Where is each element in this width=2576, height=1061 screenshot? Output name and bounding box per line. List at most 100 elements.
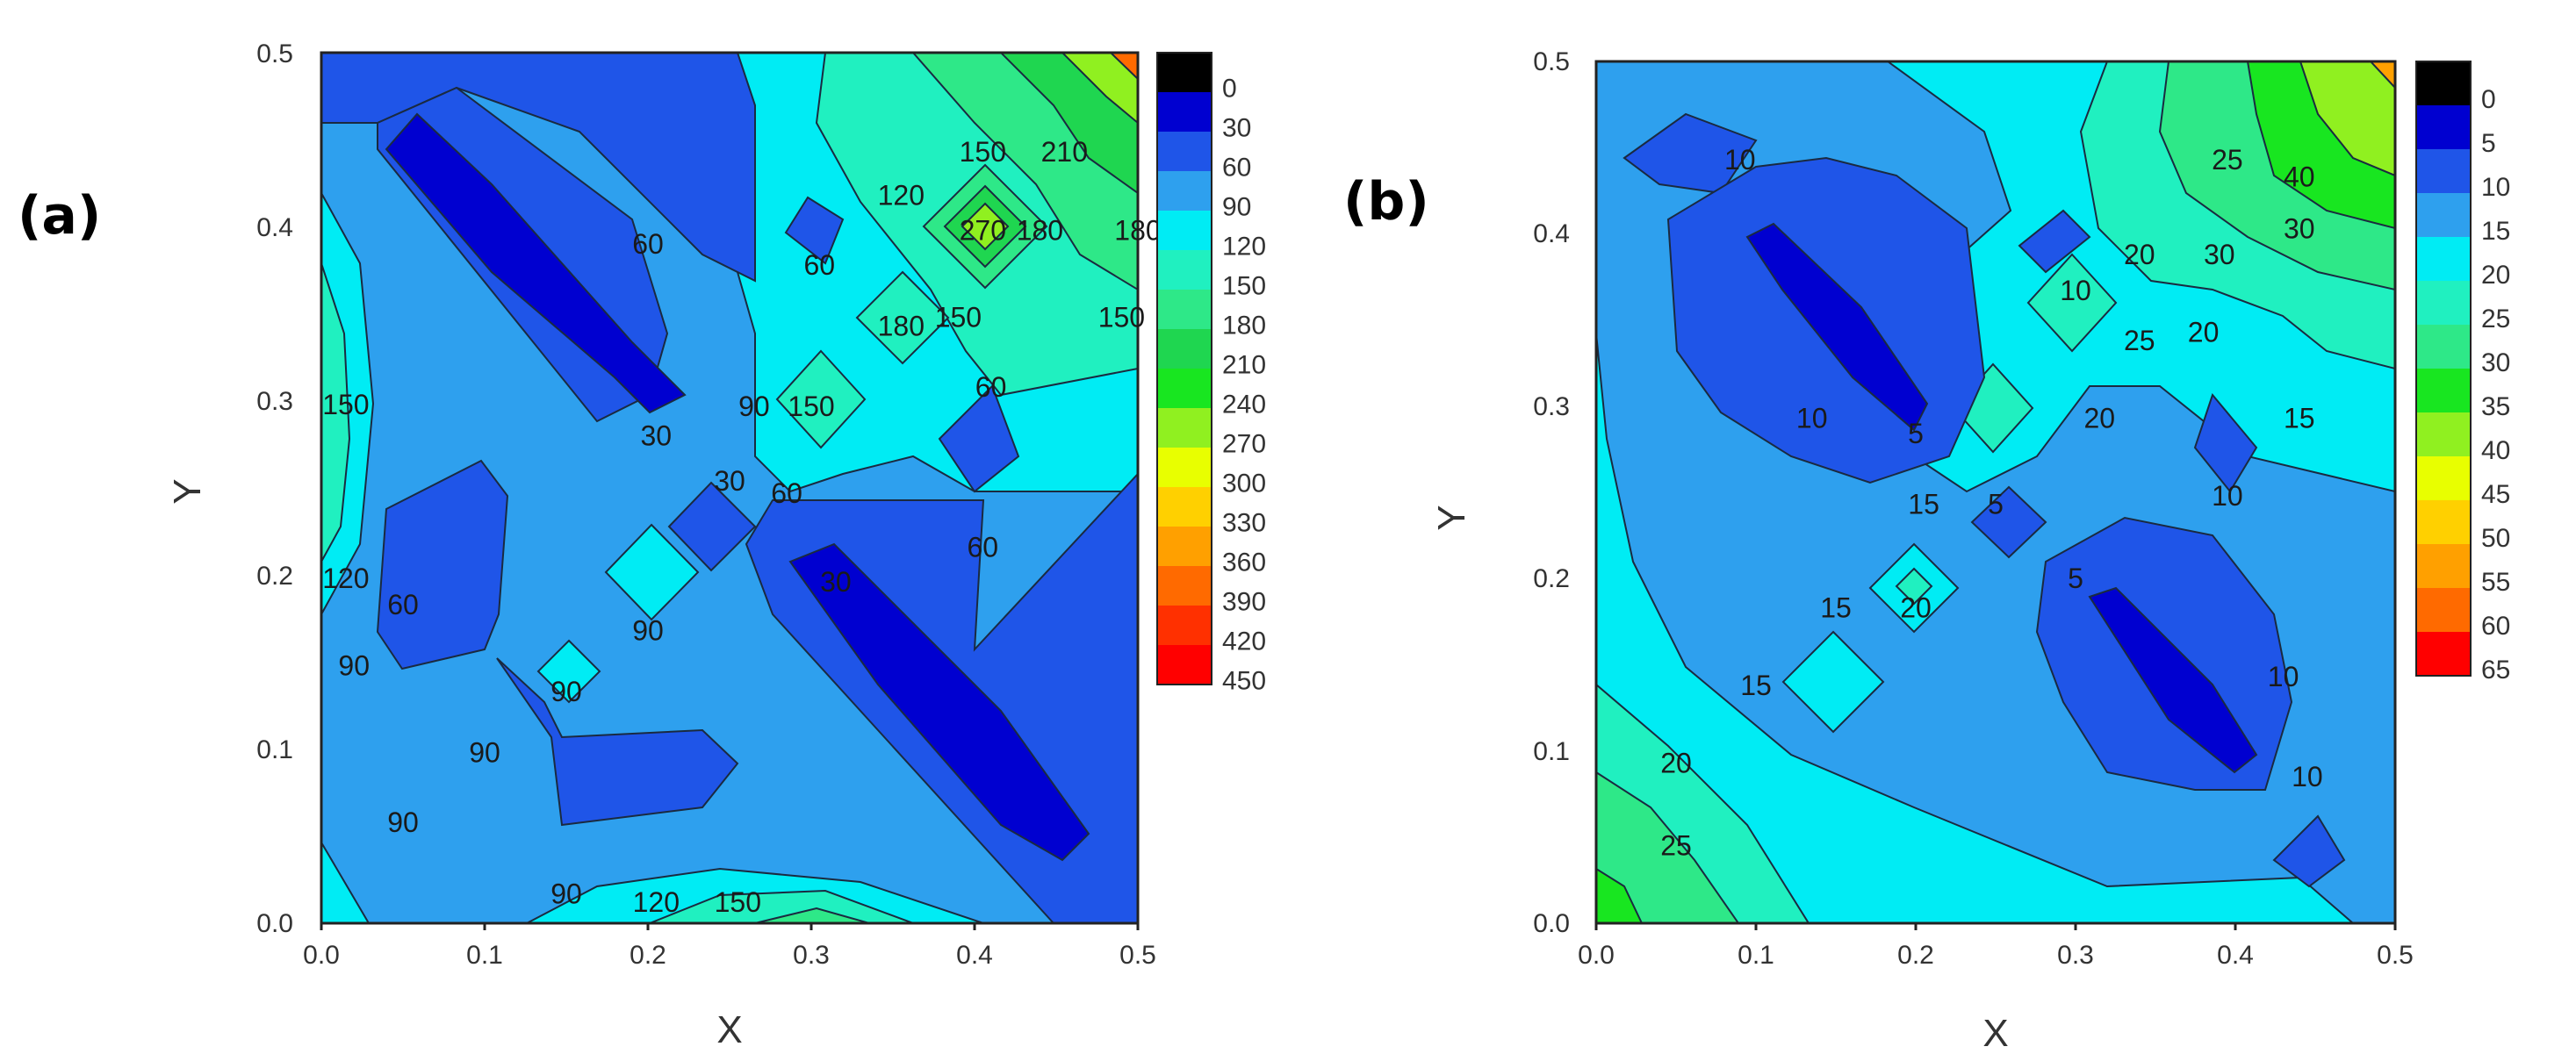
contour-region-30-60-left — [376, 459, 509, 670]
contour-region-30-60-top — [321, 53, 756, 283]
panel-b-colorbar: 0 5 10 15 20 25 30 35 40 45 50 55 60 65 — [2415, 61, 2510, 685]
contour-label: 30 — [714, 465, 745, 497]
contour-label: 150 — [1098, 302, 1145, 333]
colorbar-tick-label: 180 — [1222, 312, 1266, 341]
contour-bottom-25 — [1596, 771, 1740, 923]
contour-label: 60 — [968, 532, 999, 563]
contour-label: 60 — [804, 249, 836, 281]
y-tick-label: 0.0 — [1533, 909, 1570, 938]
colorbar-tick-label: 65 — [2481, 656, 2510, 685]
colorbar-swatch — [1157, 53, 1212, 93]
contour-label: 30 — [641, 420, 673, 452]
panel-a-contour-field — [321, 53, 1138, 923]
contour-left-150 — [321, 262, 351, 563]
x-tick-label: 0.0 — [303, 941, 340, 970]
panel-b-plot-area: 10 25 40 30 30 20 10 25 20 20 15 10 5 15 5 10 5 20 15 15 10 2… — [1594, 60, 2397, 925]
colorbar-tick-label: 30 — [2481, 348, 2510, 377]
contour-label: 90 — [387, 807, 419, 838]
colorbar-frame — [2415, 61, 2472, 677]
colorbar-swatch — [2416, 237, 2471, 282]
y-tick-label: 0.0 — [256, 909, 293, 938]
colorbar-swatch — [2416, 369, 2471, 413]
x-tick-label: 0.4 — [956, 941, 993, 970]
panel-a-label: (a) — [18, 185, 101, 247]
contour-label: 10 — [2292, 761, 2323, 792]
contour-trough-upper — [1745, 222, 1929, 432]
contour-label: 90 — [632, 615, 664, 647]
colorbar-tick-label: 30 — [1222, 114, 1251, 143]
contour-label: 210 — [1041, 136, 1088, 168]
contour-bottom-150 — [649, 889, 914, 923]
contour-diamond-150-b — [775, 349, 867, 449]
x-axis-title: X — [716, 1008, 742, 1051]
contour-trough-lower — [2088, 586, 2258, 774]
contour-bottom-left — [321, 841, 371, 923]
x-tick-label: 0.4 — [2217, 941, 2254, 970]
colorbar-tick-label: 0 — [1222, 75, 1237, 104]
contour-label: 180 — [878, 311, 925, 342]
contour-label: 15 — [1908, 489, 1939, 520]
colorbar-tick-label: 55 — [2481, 568, 2510, 597]
contour-label: 30 — [820, 566, 852, 598]
contour-label: 20 — [1900, 592, 1932, 624]
y-tick-label: 0.2 — [256, 562, 293, 591]
colorbar-tick-label: 25 — [2481, 305, 2510, 333]
panel-b-frame — [1594, 60, 2397, 925]
colorbar-swatch — [2416, 456, 2471, 501]
contour-label: 20 — [1660, 747, 1692, 778]
contour-label: 15 — [1820, 592, 1852, 624]
colorbar-swatch — [1157, 211, 1212, 251]
contour-label: 90 — [738, 391, 770, 422]
colorbar-tick-label: 0 — [2481, 85, 2496, 114]
contour-label: 20 — [2124, 239, 2155, 270]
panel-a-contour-labels: 60 60 120 150 210 270 180 180 180 150 150 90 150 60 30… — [322, 136, 1161, 918]
panel-b-y-axis: 0.0 0.1 0.2 0.3 0.4 0.5 Y — [1430, 47, 1570, 938]
contour-bottom-180 — [754, 907, 870, 923]
colorbar-tick-label: 360 — [1222, 548, 1266, 577]
contour-label: 25 — [1660, 830, 1692, 862]
colorbar-swatch — [2416, 193, 2471, 238]
colorbar-swatch — [1157, 132, 1212, 172]
x-axis-title: X — [1982, 1012, 2008, 1055]
contour-diamond-15 — [1781, 630, 1885, 734]
contour-bottom-30 — [1596, 867, 1644, 923]
y-tick-label: 0.4 — [256, 213, 293, 242]
x-tick-label: 0.3 — [793, 941, 830, 970]
contour-label: 25 — [2124, 325, 2155, 356]
contour-region-5-10-small — [2018, 209, 2091, 274]
colorbar-tick-label: 40 — [2481, 436, 2510, 465]
x-tick-label: 0.0 — [1578, 941, 1615, 970]
contour-label: 10 — [1724, 144, 1756, 176]
y-tick-label: 0.5 — [1533, 47, 1570, 76]
colorbar-swatch — [1157, 408, 1212, 448]
y-tick-label: 0.4 — [1533, 219, 1570, 248]
contour-diamond-90-b — [536, 639, 601, 704]
contour-label: 5 — [2068, 563, 2083, 594]
colorbar-tick-label: 60 — [2481, 612, 2510, 641]
contour-label: 15 — [2284, 403, 2315, 434]
colorbar-tick-label: 20 — [2481, 261, 2510, 290]
contour-diamond-90 — [604, 523, 700, 621]
contour-region-5-10-tiny — [1623, 112, 1758, 195]
contour-region-5-10-corner — [2272, 814, 2346, 888]
contour-label: 60 — [771, 477, 802, 509]
colorbar-tick-label: 150 — [1222, 272, 1266, 301]
x-tick-label: 0.2 — [1897, 941, 1934, 970]
colorbar-tick-label: 210 — [1222, 351, 1266, 380]
colorbar-tick-label: 120 — [1222, 233, 1266, 262]
colorbar-swatch — [2416, 588, 2471, 633]
contour-label: 120 — [878, 180, 925, 211]
contour-label: 270 — [960, 214, 1006, 246]
contour-label: 120 — [633, 886, 680, 918]
colorbar-swatch — [2416, 281, 2471, 326]
contour-label: 60 — [632, 228, 664, 260]
y-axis-title: Y — [166, 478, 209, 504]
colorbar-tick-label: 35 — [2481, 392, 2510, 421]
panel-b-contour-field — [1596, 61, 2395, 923]
panel-a-frame — [320, 51, 1140, 925]
contour-label: 150 — [788, 391, 834, 422]
colorbar-tick-label: 5 — [2481, 129, 2496, 158]
panel-a: (a) — [18, 39, 1266, 1051]
y-tick-label: 0.1 — [256, 735, 293, 764]
